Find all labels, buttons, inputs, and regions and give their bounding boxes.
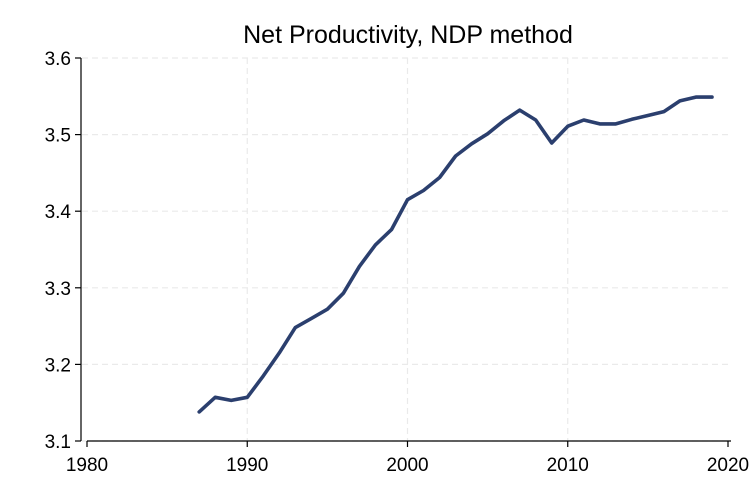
y-tick-label: 3.6 xyxy=(45,49,71,70)
y-tick-label: 3.2 xyxy=(45,355,71,376)
tick-labels: 3.1 3.2 3.3 3.4 3.5 3.6 1980 1990 2000 2010 2020 xyxy=(45,49,750,476)
y-tick-label: 3.1 xyxy=(45,432,71,453)
x-tick-label: 2000 xyxy=(386,455,428,476)
axes xyxy=(80,58,731,442)
series-line xyxy=(197,95,714,414)
x-tick-label: 2010 xyxy=(547,455,589,476)
x-tick-label: 1980 xyxy=(66,455,108,476)
y-tick-label: 3.5 xyxy=(45,126,71,147)
x-tick-label: 1990 xyxy=(226,455,268,476)
grid-lines xyxy=(82,57,731,442)
series-layer xyxy=(197,95,714,414)
y-tick-label: 3.4 xyxy=(45,202,72,223)
x-tick-label: 2020 xyxy=(707,455,749,476)
chart-title: Net Productivity, NDP method xyxy=(243,21,573,49)
y-tick-label: 3.3 xyxy=(45,279,71,300)
tick-marks xyxy=(75,57,729,447)
